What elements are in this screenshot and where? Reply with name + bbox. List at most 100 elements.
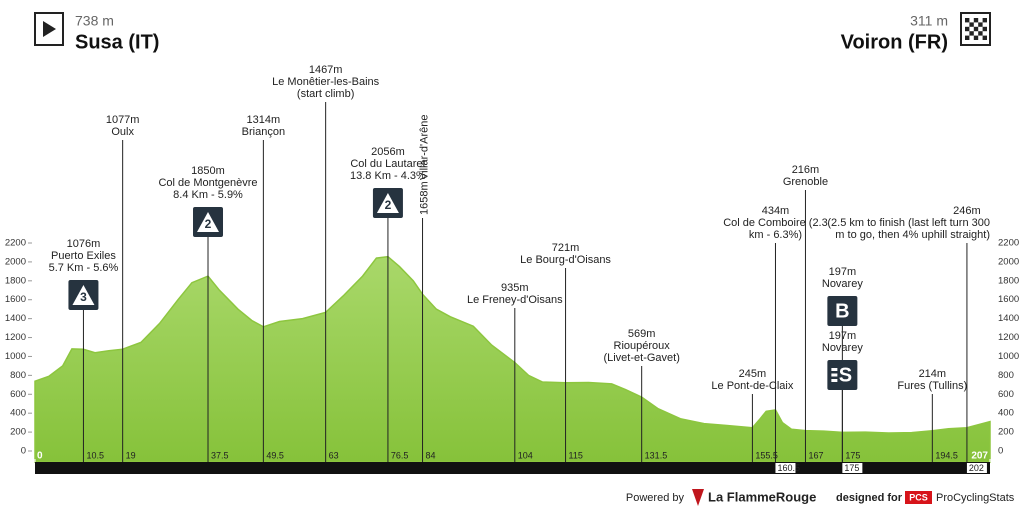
km-label: 76.5 (391, 450, 409, 460)
pcs-logo (905, 491, 932, 504)
y2-tick-label: 2200 (998, 238, 1019, 249)
designed-for: designed for (836, 492, 903, 504)
distance-bar (35, 462, 990, 474)
elevation-area (34, 255, 991, 463)
marker-name: Le Monêtier-les-Bains (272, 76, 379, 88)
y2-tick-label: 200 (998, 427, 1014, 438)
marker-altitude: 197m (829, 330, 857, 342)
marker-name: 5.7 Km - 5.6% (49, 262, 119, 274)
marker-name: Le Bourg-d'Oisans (520, 254, 611, 266)
y2-tick-label: 400 (998, 408, 1014, 419)
y-tick-label: 200 (10, 427, 26, 438)
marker-name: (Livet-et-Gavet) (603, 352, 679, 364)
km-label: 131.5 (645, 450, 668, 460)
marker-name: Briançon (242, 126, 285, 138)
flag-square (973, 26, 979, 32)
flag-square (982, 35, 987, 40)
start-town: Susa (IT) (75, 31, 159, 53)
badge-mountain (72, 285, 95, 305)
km-label: 63 (329, 450, 339, 460)
marker-altitude: 1314m (247, 114, 281, 126)
marker-name: Col du Lautaret (350, 158, 425, 170)
marker-name: Le Pont-de-Claix (711, 380, 793, 392)
marker-name: Novarey (822, 278, 863, 290)
flag-square (978, 22, 983, 27)
y-tick-label: 1800 (5, 275, 26, 286)
marker-altitude: 1850m (191, 165, 225, 177)
flag-square (982, 26, 987, 32)
km-label-box (966, 463, 987, 473)
y-tick-label: 1200 (5, 332, 26, 343)
y2-tick-label: 1000 (998, 351, 1019, 362)
marker-name: Oulx (111, 126, 134, 138)
badge-label: S (839, 364, 852, 386)
badge-label: B (835, 300, 849, 322)
km-label: 115 (569, 450, 583, 460)
start-icon (34, 12, 64, 46)
flag-square (973, 35, 979, 40)
marker-name: Le Freney-d'Oisans (467, 294, 563, 306)
x-tick-label: 0 (37, 451, 43, 462)
km-label: 155.5 (755, 450, 778, 460)
marker-name: (2.5 km to finish (last left turn 300 (827, 217, 990, 229)
brand: La FlammeRouge (708, 489, 816, 504)
km-label: 160.5 (777, 463, 800, 473)
y2-tick-label: 1600 (998, 294, 1019, 305)
badge-label: 2 (385, 198, 392, 212)
marker-altitude: 1076m (67, 238, 101, 250)
km-label: 175 (844, 463, 859, 473)
y2-tick-label: 1400 (998, 313, 1019, 324)
marker-altitude: 214m (919, 368, 947, 380)
km-label: 10.5 (86, 450, 104, 460)
y-tick-label: 400 (10, 408, 26, 419)
flag-square (969, 22, 974, 27)
finish-town: Voiron (FR) (841, 31, 948, 53)
km-label: 19 (126, 450, 136, 460)
badge-label: 3 (80, 290, 87, 304)
y-tick-label: 600 (10, 389, 26, 400)
marker-altitude: 1467m (309, 64, 343, 76)
marker-altitude: 569m (628, 328, 656, 340)
marker-altitude: 1658m (418, 181, 430, 215)
km-label: 175 (845, 450, 860, 460)
km-label: 37.5 (211, 450, 229, 460)
badge-label: 2 (205, 217, 212, 231)
km-label-box (842, 463, 863, 473)
flag-square (982, 18, 987, 23)
marker-name: (start climb) (297, 88, 354, 100)
km-label: 104 (518, 450, 533, 460)
marker-altitude: 935m (501, 282, 529, 294)
site-name: ProCyclingStats (936, 492, 1015, 504)
finish-altitude: 311 m (910, 13, 948, 29)
km-label: 194.5 (935, 450, 958, 460)
y2-tick-label: 1800 (998, 275, 1019, 286)
start-icon-arrow (43, 21, 56, 37)
marker-name: Grenoble (783, 176, 828, 188)
marker-name: Rioupéroux (614, 340, 671, 352)
y2-tick-label: 1200 (998, 332, 1019, 343)
marker-altitude: 197m (829, 266, 857, 278)
flag-square (965, 18, 970, 23)
flag-square (969, 31, 974, 36)
marker-altitude: 216m (792, 164, 820, 176)
marker-name: Fures (Tullins) (897, 380, 967, 392)
marker-name: 13.8 Km - 4.3% (350, 170, 426, 182)
badge-mountain (376, 193, 399, 213)
y-tick-label: 1600 (5, 294, 26, 305)
marker-altitude: 245m (739, 368, 767, 380)
marker-name: 8.4 Km - 5.9% (173, 189, 243, 201)
badge (827, 360, 858, 390)
start-altitude: 738 m (75, 13, 114, 29)
km-label: 167 (808, 450, 823, 460)
km-label: 49.5 (266, 450, 284, 460)
badge-stripe (831, 379, 838, 382)
y-tick-label: 800 (10, 370, 26, 381)
flag-square (965, 26, 970, 32)
pcs-logo-text: PCS (909, 492, 928, 502)
powered-by: Powered by (626, 492, 685, 504)
y-tick-label: 1000 (5, 351, 26, 362)
y-tick-label: 2000 (5, 256, 26, 267)
marker-altitude: 1077m (106, 114, 140, 126)
